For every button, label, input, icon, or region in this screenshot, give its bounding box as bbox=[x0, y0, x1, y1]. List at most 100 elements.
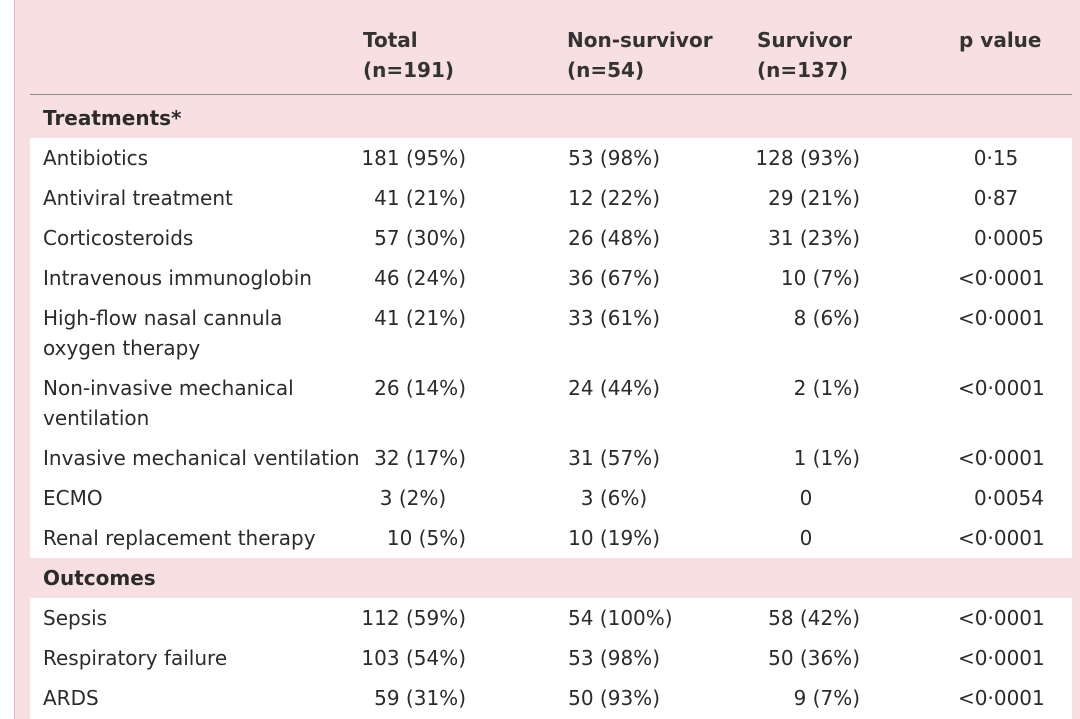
table-row: Renal replacement therapy 10 (5%) 10 (19%)… bbox=[30, 518, 1072, 558]
cell-total: 103 (54%) bbox=[361, 646, 466, 670]
cell-total: 181 (95%) bbox=[361, 146, 466, 170]
cell-pvalue: 0·0054 bbox=[974, 486, 1044, 510]
row-label: Non-invasive mechanical ventilation bbox=[43, 373, 294, 433]
row-label-line: Intravenous immunoglobin bbox=[43, 266, 312, 290]
cell-survivor: 10 (7%) bbox=[780, 266, 860, 290]
header-total-n: (n=191) bbox=[363, 58, 455, 82]
cell-pvalue: <0·0001 bbox=[958, 646, 1045, 670]
cell-nonsurvivor: 3 (6%) bbox=[580, 486, 648, 510]
row-label-line: ventilation bbox=[43, 406, 150, 430]
cell-pvalue: <0·0001 bbox=[958, 306, 1045, 330]
row-label-line: High-flow nasal cannula bbox=[43, 306, 283, 330]
header-nonsurvivor-n: (n=54) bbox=[567, 58, 645, 82]
cell-nonsurvivor: 36 (67%) bbox=[568, 266, 660, 290]
cell-nonsurvivor: 26 (48%) bbox=[568, 226, 660, 250]
table-row: Invasive mechanical ventilation 32 (17%) 3… bbox=[30, 438, 1072, 478]
row-label: Sepsis bbox=[43, 603, 107, 633]
table-header: Total (n=191) Non-survivor (n=54) Surviv… bbox=[30, 0, 1072, 95]
row-label-line: ARDS bbox=[43, 686, 99, 710]
cell-nonsurvivor: 31 (57%) bbox=[568, 446, 660, 470]
cell-survivor: 31 (23%) bbox=[768, 226, 860, 250]
cell-total: 46 (24%) bbox=[374, 266, 466, 290]
cell-survivor: 9 (7%) bbox=[793, 686, 860, 710]
cell-nonsurvivor: 50 (93%) bbox=[568, 686, 660, 710]
cell-survivor: 0 bbox=[799, 526, 813, 550]
table-row: Non-invasive mechanical ventilation 26 (14… bbox=[30, 368, 1072, 438]
row-label: Antiviral treatment bbox=[43, 183, 233, 213]
cell-survivor: 58 (42%) bbox=[768, 606, 860, 630]
row-label: ECMO bbox=[43, 483, 103, 513]
cell-total: 41 (21%) bbox=[374, 186, 466, 210]
table-row: Respiratory failure 103 (54%) 53 (98%) 50 (… bbox=[30, 638, 1072, 678]
cell-nonsurvivor: 54 (100%) bbox=[568, 606, 673, 630]
header-nonsurvivor: Non-survivor (n=54) bbox=[567, 25, 713, 85]
cell-pvalue: <0·0001 bbox=[958, 266, 1045, 290]
cell-survivor: 128 (93%) bbox=[755, 146, 860, 170]
cell-pvalue: <0·0001 bbox=[958, 686, 1045, 710]
cell-total: 41 (21%) bbox=[374, 306, 466, 330]
row-label: Invasive mechanical ventilation bbox=[43, 443, 360, 473]
row-label: ARDS bbox=[43, 683, 99, 713]
cell-total: 112 (59%) bbox=[361, 606, 466, 630]
cell-survivor: 0 bbox=[799, 486, 813, 510]
row-label-line: Corticosteroids bbox=[43, 226, 194, 250]
row-label-line: Non-invasive mechanical bbox=[43, 376, 294, 400]
cell-pvalue: <0·0001 bbox=[958, 376, 1045, 400]
header-total: Total (n=191) bbox=[363, 25, 454, 85]
cell-nonsurvivor: 24 (44%) bbox=[568, 376, 660, 400]
row-label-line: oxygen therapy bbox=[43, 336, 201, 360]
cell-nonsurvivor: 53 (98%) bbox=[568, 646, 660, 670]
cell-survivor: 29 (21%) bbox=[768, 186, 860, 210]
cell-survivor: 50 (36%) bbox=[768, 646, 860, 670]
cell-total: 3 (2%) bbox=[379, 486, 447, 510]
table-row: ECMO 3 (2%) 3 (6%) 0 0·0054 bbox=[30, 478, 1072, 518]
cell-nonsurvivor: 33 (61%) bbox=[568, 306, 660, 330]
row-label-line: Respiratory failure bbox=[43, 646, 228, 670]
header-survivor-title: Survivor bbox=[757, 28, 853, 52]
table-row: Corticosteroids 57 (30%) 26 (48%) 31 (23%) 0… bbox=[30, 218, 1072, 258]
cell-nonsurvivor: 53 (98%) bbox=[568, 146, 660, 170]
header-survivor: Survivor (n=137) bbox=[757, 25, 852, 85]
row-label: Respiratory failure bbox=[43, 643, 227, 673]
section-outcomes: Outcomes bbox=[43, 566, 156, 590]
cell-total: 26 (14%) bbox=[374, 376, 466, 400]
cell-pvalue: <0·0001 bbox=[958, 446, 1045, 470]
cell-pvalue: 0·87 bbox=[973, 186, 1019, 210]
cell-total: 10 (5%) bbox=[386, 526, 466, 550]
row-label-line: Sepsis bbox=[43, 606, 108, 630]
row-label-line: Renal replacement therapy bbox=[43, 526, 316, 550]
cell-pvalue: <0·0001 bbox=[958, 526, 1045, 550]
row-label-line: ECMO bbox=[43, 486, 103, 510]
table-row: ARDS 59 (31%) 50 (93%) 9 (7%) <0·0001 bbox=[30, 678, 1072, 718]
row-label: Corticosteroids bbox=[43, 223, 193, 253]
header-nonsurvivor-title: Non-survivor bbox=[567, 28, 713, 52]
table-row: Intravenous immunoglobin 46 (24%) 36 (67%)… bbox=[30, 258, 1072, 298]
cell-survivor: 1 (1%) bbox=[793, 446, 860, 470]
cell-total: 57 (30%) bbox=[374, 226, 466, 250]
section-treatments: Treatments* bbox=[43, 106, 182, 130]
row-label: High-flow nasal cannula oxygen therapy bbox=[43, 303, 282, 363]
row-label: Antibiotics bbox=[43, 143, 148, 173]
row-label-line: Antibiotics bbox=[43, 146, 149, 170]
cell-pvalue: <0·0001 bbox=[958, 606, 1045, 630]
cell-survivor: 2 (1%) bbox=[793, 376, 860, 400]
header-total-title: Total bbox=[363, 28, 418, 52]
table-row: Antiviral treatment 41 (21%) 12 (22%) 29 (2… bbox=[30, 178, 1072, 218]
header-survivor-n: (n=137) bbox=[757, 58, 849, 82]
cell-survivor: 8 (6%) bbox=[793, 306, 860, 330]
cell-nonsurvivor: 12 (22%) bbox=[568, 186, 660, 210]
treatments-table-body: Antibiotics 181 (95%) 53 (98%) 128 (93%) 0·1… bbox=[30, 138, 1072, 558]
cell-total: 59 (31%) bbox=[374, 686, 466, 710]
row-label-line: Antiviral treatment bbox=[43, 186, 233, 210]
outcomes-table-body: Sepsis 112 (59%) 54 (100%) 58 (42%) <0·0001 R… bbox=[30, 598, 1072, 719]
cell-nonsurvivor: 10 (19%) bbox=[568, 526, 660, 550]
table-row: High-flow nasal cannula oxygen therapy 41 … bbox=[30, 298, 1072, 368]
cell-pvalue: 0·0005 bbox=[974, 226, 1044, 250]
row-label: Intravenous immunoglobin bbox=[43, 263, 312, 293]
cell-pvalue: 0·15 bbox=[973, 146, 1019, 170]
row-label: Renal replacement therapy bbox=[43, 523, 316, 553]
row-label-line: Invasive mechanical ventilation bbox=[43, 446, 360, 470]
cell-total: 32 (17%) bbox=[374, 446, 466, 470]
table-row: Sepsis 112 (59%) 54 (100%) 58 (42%) <0·0001 bbox=[30, 598, 1072, 638]
header-pvalue: p value bbox=[959, 28, 1042, 52]
